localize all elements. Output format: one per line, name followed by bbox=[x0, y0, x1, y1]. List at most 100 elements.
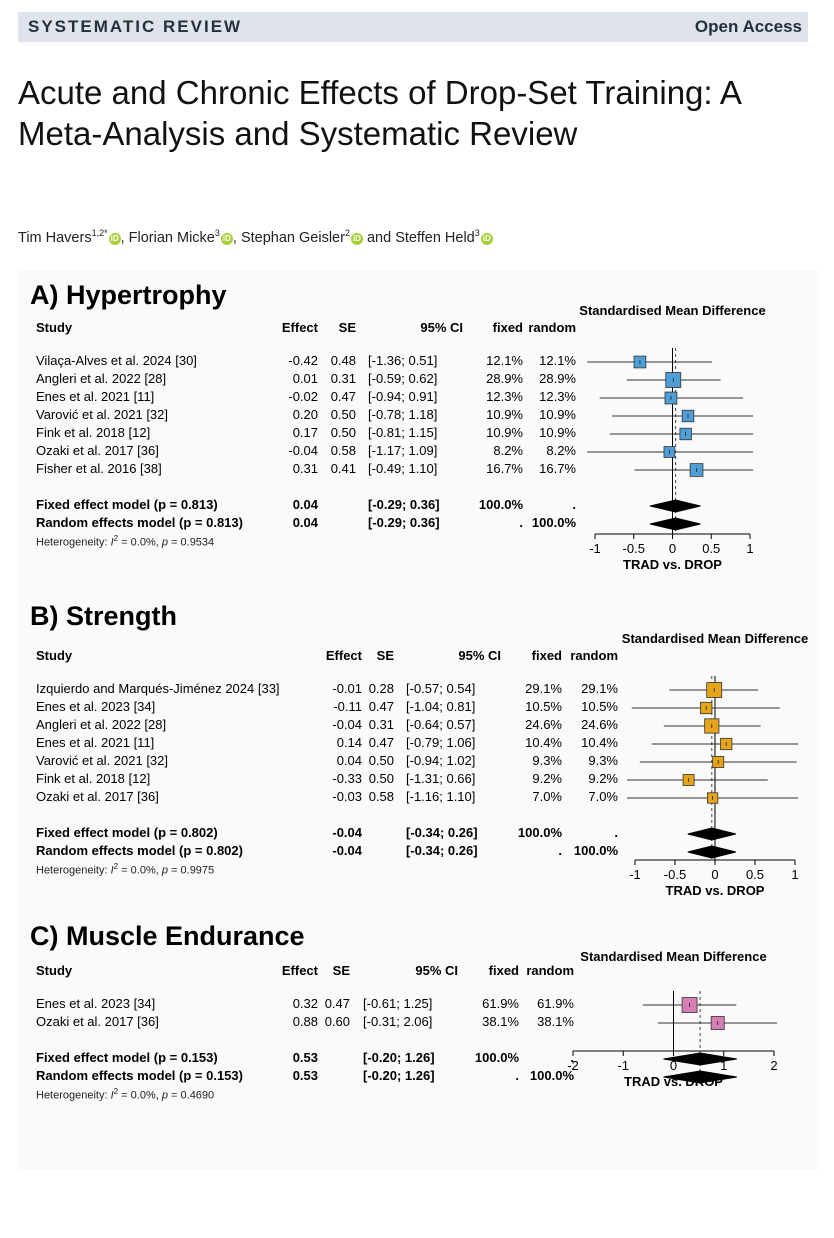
article-type-label: SYSTEMATIC REVIEW bbox=[28, 17, 243, 36]
author-name[interactable]: Florian Micke bbox=[128, 229, 215, 246]
se-value: 0.47 bbox=[368, 735, 394, 750]
heterogeneity-text: Heterogeneity: I2 = 0.0%, p = 0.9975 bbox=[36, 862, 214, 877]
fixed-weight: 10.4% bbox=[525, 735, 562, 750]
header-effect: Effect bbox=[325, 648, 362, 663]
study-name: Izquierdo and Marqués-Jiménez 2024 [33] bbox=[36, 681, 280, 696]
fixed-weight: 12.3% bbox=[486, 389, 523, 404]
fixed-weight: . bbox=[558, 843, 562, 858]
ci-value: [-0.34; 0.26] bbox=[406, 825, 478, 840]
header-ci: 95% CI bbox=[458, 648, 501, 663]
author-list: Tim Havers1,2*iD, Florian Micke3iD, Step… bbox=[18, 228, 493, 246]
effect-value: -0.03 bbox=[332, 789, 362, 804]
random-weight: 9.2% bbox=[588, 771, 618, 786]
x-tick-label: 0.5 bbox=[702, 541, 720, 556]
x-tick-label: 1 bbox=[720, 1058, 727, 1073]
ci-value: [-0.34; 0.26] bbox=[406, 843, 478, 858]
ci-value: [-0.64; 0.57] bbox=[406, 717, 476, 732]
x-tick-label: -1 bbox=[617, 1058, 629, 1073]
study-name: Varović et al. 2021 [32] bbox=[36, 753, 169, 768]
fixed-weight: 29.1% bbox=[525, 681, 562, 696]
study-name: Vilaça-Alves et al. 2024 [30] bbox=[36, 353, 197, 368]
effect-value: 0.01 bbox=[292, 371, 318, 386]
se-value: 0.47 bbox=[324, 996, 350, 1011]
model-label: Fixed effect model (p = 0.153) bbox=[36, 1050, 218, 1065]
het-prefix: Heterogeneity: bbox=[36, 536, 111, 549]
random-weight: 8.2% bbox=[546, 443, 576, 458]
header-effect: Effect bbox=[281, 963, 318, 978]
fixed-weight: 28.9% bbox=[486, 371, 523, 386]
effect-value: -0.02 bbox=[288, 389, 318, 404]
het-i2-sup: 2 bbox=[113, 1087, 119, 1096]
header-se: SE bbox=[376, 648, 394, 663]
random-weight: 100.0% bbox=[573, 843, 618, 858]
forest-plot-svg: -2 -1 0 1 2 TRAD vs. DROP bbox=[567, 991, 778, 1089]
header-random: random bbox=[526, 963, 574, 978]
author-affiliation: 3 bbox=[214, 228, 220, 238]
header-fixed: fixed bbox=[531, 648, 562, 663]
ci-value: [-1.16; 1.10] bbox=[406, 789, 476, 804]
forest-plot-svg: -1 -0.5 0 0.5 1 TRAD vs. DROP bbox=[587, 348, 754, 572]
header-ci: 95% CI bbox=[420, 320, 463, 335]
effect-value: 0.14 bbox=[336, 735, 362, 750]
effect-value: 0.32 bbox=[292, 996, 318, 1011]
author-affiliation: 1,2* bbox=[91, 228, 108, 238]
ci-value: [-1.04; 0.81] bbox=[406, 699, 476, 714]
ci-value: [-0.29; 0.36] bbox=[368, 515, 440, 530]
open-access-label: Open Access bbox=[694, 17, 802, 36]
author-name[interactable]: Tim Havers bbox=[18, 229, 92, 246]
het-p: p bbox=[161, 536, 168, 549]
random-weight: 100.0% bbox=[531, 515, 576, 530]
model-label: Random effects model (p = 0.802) bbox=[36, 843, 243, 858]
journal-header-bar: SYSTEMATIC REVIEW Open Access bbox=[18, 12, 808, 42]
se-value: 0.50 bbox=[368, 753, 394, 768]
x-tick-label: 0 bbox=[711, 867, 718, 882]
random-weight: 24.6% bbox=[581, 717, 618, 732]
x-axis-label: TRAD vs. DROP bbox=[624, 1074, 723, 1089]
fixed-weight: 16.7% bbox=[486, 461, 523, 476]
effect-value: 0.04 bbox=[292, 515, 318, 530]
het-prefix: Heterogeneity: bbox=[36, 864, 111, 877]
het-i2-sup: 2 bbox=[113, 862, 119, 871]
random-weight: 16.7% bbox=[539, 461, 576, 476]
study-name: Fink et al. 2018 [12] bbox=[36, 425, 151, 440]
header-fixed: fixed bbox=[492, 320, 523, 335]
het-pval: = 0.9975 bbox=[167, 864, 215, 877]
se-value: 0.47 bbox=[368, 699, 394, 714]
random-weight: 10.9% bbox=[539, 407, 576, 422]
x-tick-label: 0 bbox=[670, 1058, 677, 1073]
se-value: 0.50 bbox=[330, 407, 356, 422]
fixed-weight: 7.0% bbox=[532, 789, 562, 804]
ci-value: [-0.31; 2.06] bbox=[363, 1014, 433, 1029]
fixed-weight: 10.5% bbox=[525, 699, 562, 714]
random-weight: . bbox=[614, 825, 618, 840]
author-separator: , bbox=[120, 229, 129, 246]
orcid-icon[interactable]: iD bbox=[350, 232, 363, 245]
header-random: random bbox=[528, 320, 576, 335]
x-tick-label: -1 bbox=[589, 541, 601, 556]
model-label: Fixed effect model (p = 0.802) bbox=[36, 825, 218, 840]
ci-value: [-0.29; 0.36] bbox=[368, 497, 440, 512]
het-prefix: Heterogeneity: bbox=[36, 1089, 111, 1102]
author-name[interactable]: Stephan Geisler bbox=[240, 229, 345, 246]
effect-value: -0.04 bbox=[332, 717, 362, 732]
fixed-weight: 100.0% bbox=[474, 1050, 519, 1065]
header-study: Study bbox=[36, 963, 73, 978]
se-value: 0.31 bbox=[368, 717, 394, 732]
fixed-weight: 61.9% bbox=[482, 996, 519, 1011]
orcid-icon[interactable]: iD bbox=[108, 232, 121, 245]
panel-title: B) Strength bbox=[30, 601, 177, 631]
study-name: Enes et al. 2021 [11] bbox=[36, 389, 155, 404]
smd-header: Standardised Mean Difference bbox=[621, 631, 809, 646]
x-tick-label: 2 bbox=[770, 1058, 777, 1073]
orcid-icon[interactable]: iD bbox=[220, 232, 233, 245]
orcid-icon[interactable]: iD bbox=[480, 232, 493, 245]
summary-diamond bbox=[649, 517, 701, 531]
effect-value: 0.31 bbox=[292, 461, 318, 476]
effect-value: 0.04 bbox=[336, 753, 362, 768]
x-tick-label: 0.5 bbox=[746, 867, 764, 882]
se-value: 0.28 bbox=[368, 681, 394, 696]
random-weight: 10.5% bbox=[581, 699, 618, 714]
ci-value: [-0.20; 1.26] bbox=[363, 1050, 435, 1065]
author-name[interactable]: Steffen Held bbox=[395, 229, 475, 246]
ci-value: [-0.94; 1.02] bbox=[406, 753, 476, 768]
